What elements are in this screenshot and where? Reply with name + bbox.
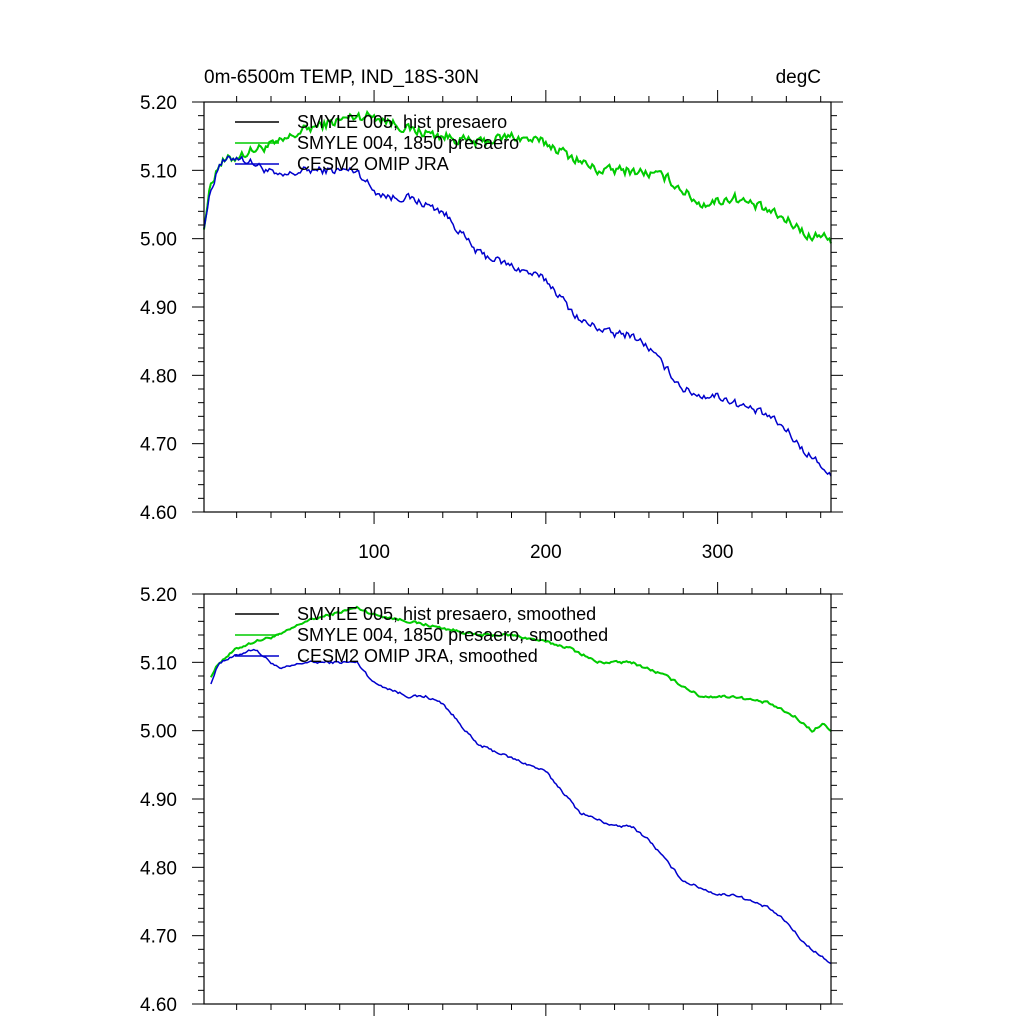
chart-title: 0m-6500m TEMP, IND_18S-30N: [204, 67, 479, 88]
legend-label: SMYLE 005, hist presaero: [297, 112, 507, 132]
legend-label: CESM2 OMIP JRA: [297, 154, 449, 174]
series-lines: [203, 109, 832, 477]
plot-frame: [203, 101, 832, 513]
y-tick-label: 5.10: [140, 161, 177, 182]
x-axis-labels: 100 200 300: [358, 542, 733, 563]
x-tick-label: 100: [358, 542, 390, 563]
y-axis-labels: 4.60 4.70 4.80 4.90 5.00 5.10 5.20: [140, 585, 177, 1016]
legend-label: SMYLE 004, 1850 presaero, smoothed: [297, 625, 608, 645]
top-panel: 0m-6500m TEMP, IND_18S-30N degC 4.60 4.70…: [140, 67, 843, 563]
bottom-panel: 4.60 4.70 4.80 4.90 5.00 5.10 5.20 SMYLE 005, …: [140, 582, 843, 1016]
plot-frame: [203, 593, 832, 1005]
y-tick-label: 4.80: [140, 366, 177, 387]
x-tick-label: 300: [702, 542, 734, 563]
y-tick-label: 4.60: [140, 995, 177, 1016]
x-tick-label: 200: [530, 542, 562, 563]
axis-ticks: [192, 582, 843, 1016]
y-tick-label: 5.00: [140, 722, 177, 743]
series-line: [210, 648, 832, 965]
series-line: [203, 109, 832, 244]
y-axis-labels: 4.60 4.70 4.80 4.90 5.00 5.10 5.20: [140, 93, 177, 524]
y-tick-label: 5.20: [140, 585, 177, 606]
y-tick-label: 5.00: [140, 230, 177, 251]
y-tick-label: 4.80: [140, 858, 177, 879]
y-tick-label: 4.70: [140, 927, 177, 948]
legend-label: SMYLE 005, hist presaero, smoothed: [297, 604, 596, 624]
series-line: [210, 605, 832, 733]
series-line: [203, 155, 832, 477]
y-tick-label: 5.20: [140, 93, 177, 114]
units-label: degC: [776, 67, 821, 88]
axis-ticks: [192, 90, 843, 524]
legend-label: SMYLE 004, 1850 presaero: [297, 133, 519, 153]
y-tick-label: 4.60: [140, 503, 177, 524]
y-tick-label: 4.70: [140, 435, 177, 456]
y-tick-label: 4.90: [140, 790, 177, 811]
y-tick-label: 4.90: [140, 298, 177, 319]
legend-label: CESM2 OMIP JRA, smoothed: [297, 646, 538, 666]
series-lines: [210, 605, 832, 965]
y-tick-label: 5.10: [140, 653, 177, 674]
legend: SMYLE 005, hist presaero, smoothedSMYLE …: [235, 604, 608, 666]
